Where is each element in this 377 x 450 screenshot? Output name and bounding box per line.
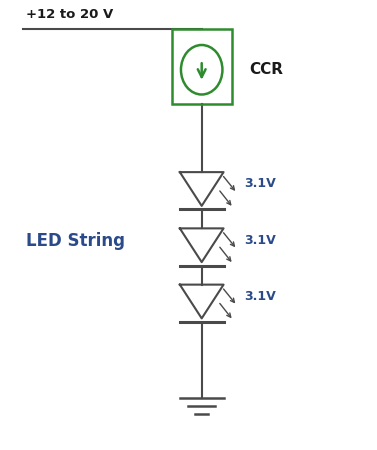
Text: +12 to 20 V: +12 to 20 V bbox=[26, 8, 113, 21]
Text: 3.1V: 3.1V bbox=[244, 177, 276, 190]
Text: 3.1V: 3.1V bbox=[244, 234, 276, 247]
Bar bbox=[172, 29, 232, 104]
Text: CCR: CCR bbox=[249, 62, 283, 77]
Text: LED String: LED String bbox=[26, 232, 126, 250]
Text: 3.1V: 3.1V bbox=[244, 290, 276, 303]
